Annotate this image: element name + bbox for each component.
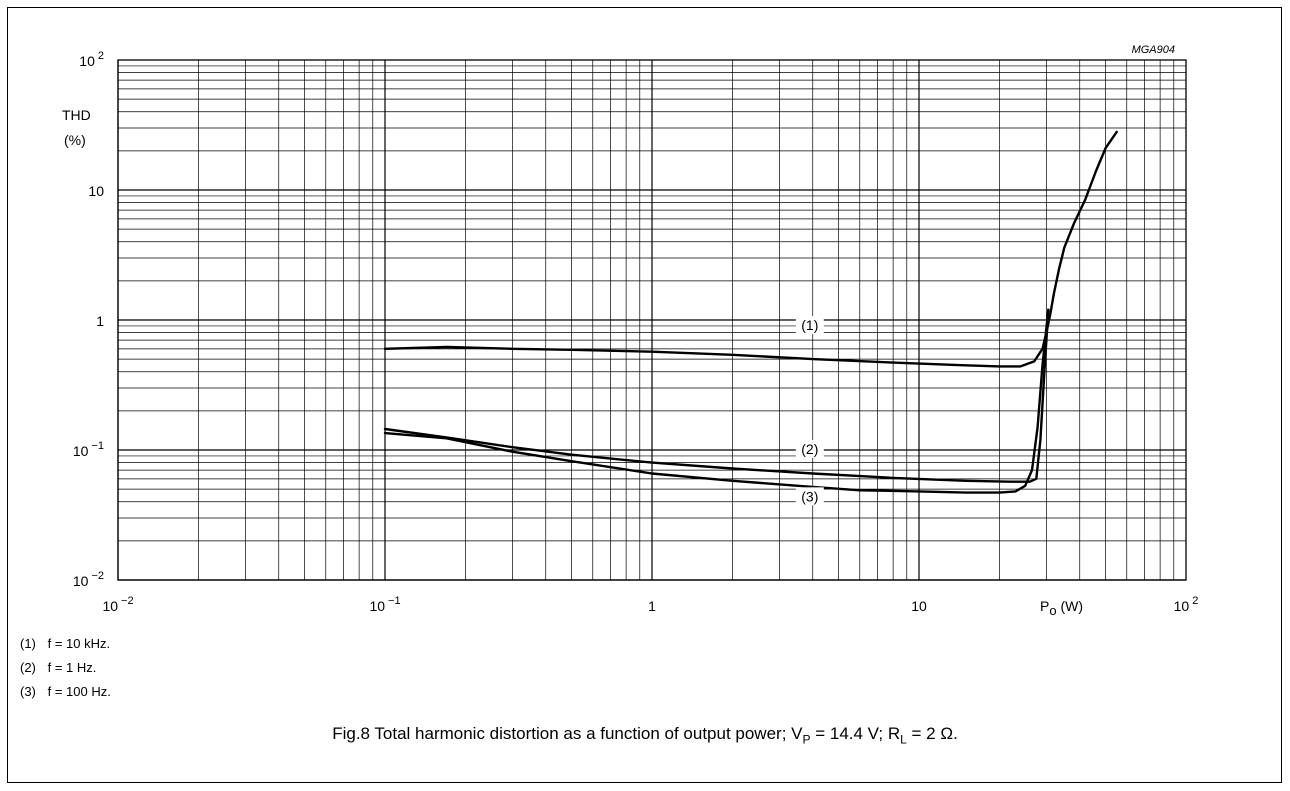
curve-label-bg — [795, 316, 824, 335]
curve-label-bg — [795, 439, 824, 458]
figure-caption: Fig.8 Total harmonic distortion as a fun… — [0, 724, 1290, 746]
caption-prefix: Fig.8 Total harmonic distortion as a fun… — [332, 724, 803, 743]
curve-2 — [383, 308, 1050, 483]
curve-3 — [383, 308, 1050, 494]
curve-label-1: (1) — [801, 317, 818, 333]
x-tick-label: 10 2 — [1174, 595, 1199, 614]
figure-frame — [7, 7, 1282, 783]
x-tick-label: 10 −1 — [369, 595, 400, 614]
x-tick-label: 10 −2 — [102, 595, 133, 614]
thd-chart: 10 −2 10 −1 1 10 10 2 10 2 10 1 10 −1 10 −2 THD (%) Po (W)… — [62, 44, 1199, 618]
y-tick-label: 10 −1 — [73, 440, 104, 459]
legend-text: f = 100 Hz. — [47, 684, 111, 699]
caption-mid: = 14.4 V; R — [810, 724, 901, 743]
x-axis-label: Po (W) — [1040, 598, 1083, 618]
legend-num: (1) — [20, 636, 36, 651]
legend-item-2: (2) f = 1 Hz. — [20, 660, 96, 675]
figure-code: MGA904 — [1132, 44, 1175, 56]
legend-num: (3) — [20, 684, 36, 699]
curve-1 — [383, 130, 1118, 368]
legend-text: f = 10 kHz. — [47, 636, 111, 651]
caption-rl-sub: L — [900, 732, 907, 747]
y-tick-label: 10 −2 — [73, 570, 104, 589]
y-axis-label: THD — [62, 107, 91, 123]
x-tick-label: 10 — [911, 598, 927, 614]
legend-item-3: (3) f = 100 Hz. — [20, 684, 111, 699]
y-tick-label: 10 — [88, 183, 104, 199]
curve-label-3: (3) — [801, 488, 818, 504]
caption-suffix: = 2 Ω. — [906, 724, 958, 743]
y-tick-label: 10 2 — [79, 50, 104, 69]
legend-num: (2) — [20, 660, 36, 675]
curve-label-bg — [795, 487, 824, 506]
legend-item-1: (1) f = 10 kHz. — [20, 636, 110, 651]
y-axis-unit: (%) — [64, 132, 86, 148]
legend-text: f = 1 Hz. — [47, 660, 97, 675]
plot-border — [117, 59, 1187, 581]
y-tick-label: 1 — [96, 313, 104, 329]
curve-label-2: (2) — [801, 441, 818, 457]
x-tick-label: 1 — [648, 598, 656, 614]
caption-vp-sub: P — [802, 732, 811, 747]
